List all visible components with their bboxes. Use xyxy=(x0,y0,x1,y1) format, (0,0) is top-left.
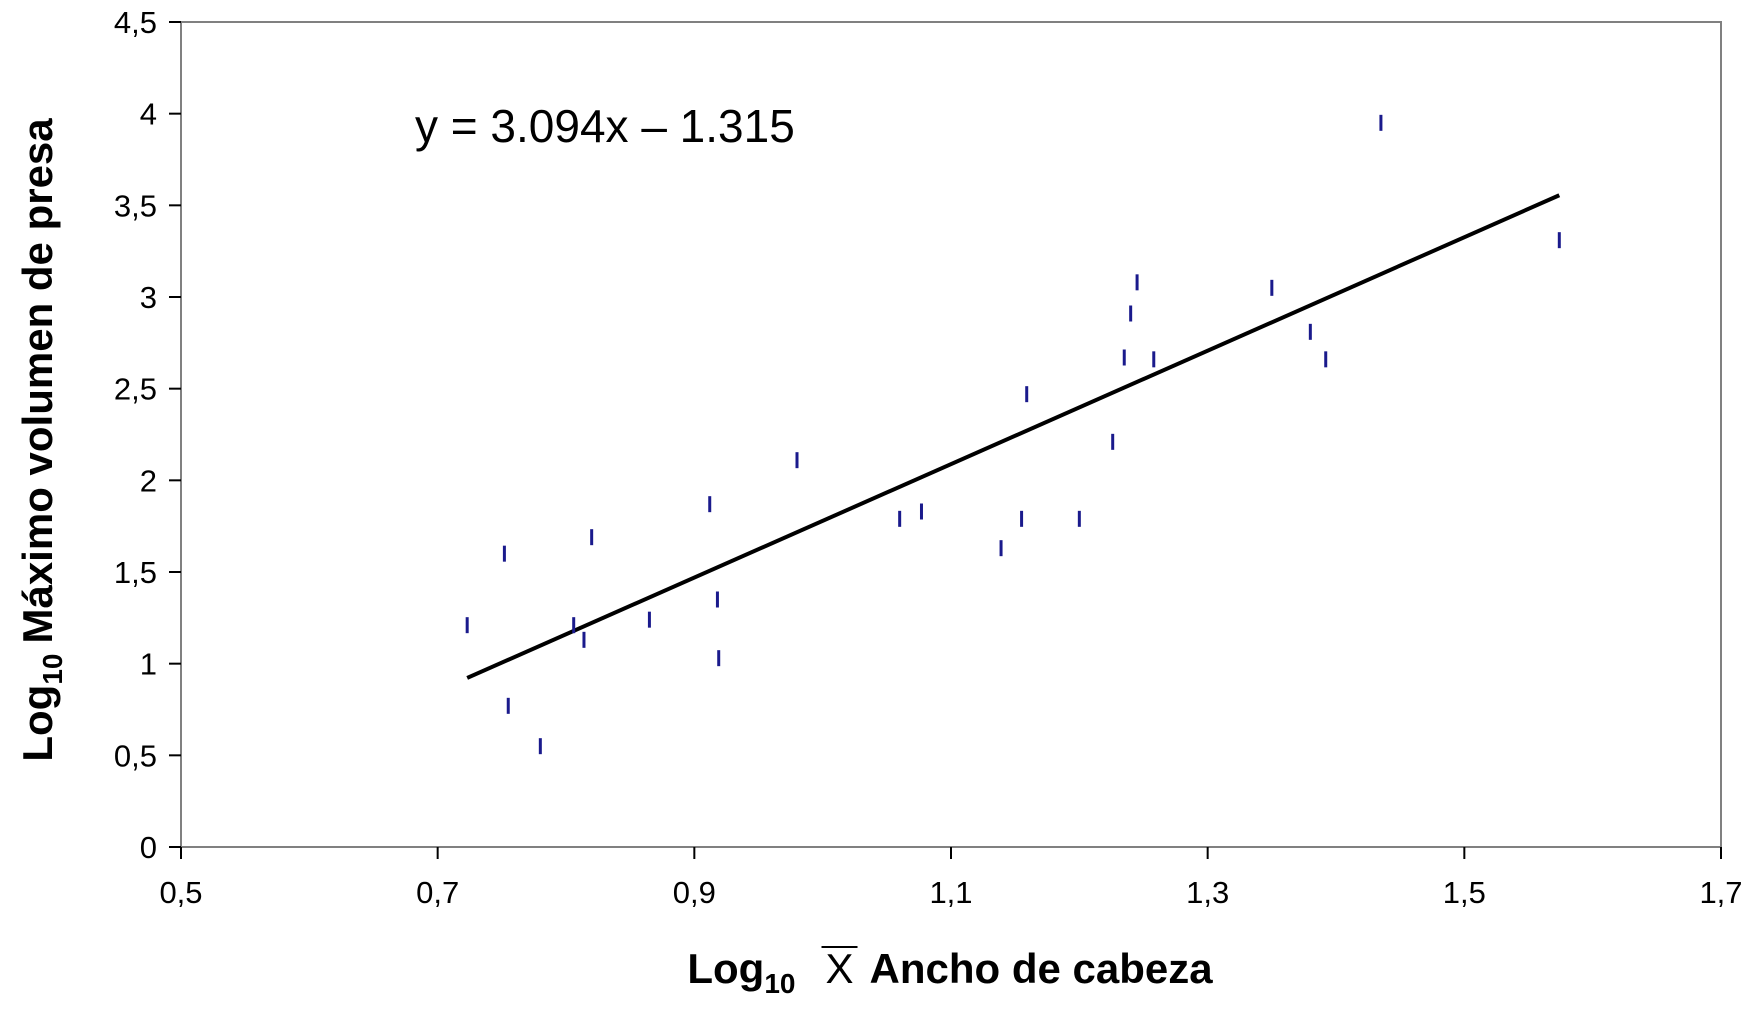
y-tick-label: 3,5 xyxy=(114,188,157,223)
x-axis-title-subscript: 10 xyxy=(764,968,795,999)
data-points xyxy=(465,114,1561,755)
y-tick-label: 2,5 xyxy=(114,372,157,407)
x-tick-label: 1,3 xyxy=(1186,875,1229,910)
y-tick-label: 1 xyxy=(140,647,157,682)
x-axis-title-log: Log xyxy=(687,945,764,992)
x-tick-label: 0,5 xyxy=(159,875,202,910)
y-axis: 0 0,5 1 1,5 2 2,5 3 3,5 4 4,5 xyxy=(114,5,181,865)
y-tick-label: 3 xyxy=(140,280,157,315)
y-tick-label: 2 xyxy=(140,463,157,498)
y-tick-label: 0 xyxy=(140,830,157,865)
y-tick-label: 4 xyxy=(140,97,157,132)
x-tick-label: 1,7 xyxy=(1699,875,1742,910)
x-axis-title: Log10 X Ancho de cabeza xyxy=(687,945,1213,999)
y-tick-label: 1,5 xyxy=(114,555,157,590)
y-tick-label: 0,5 xyxy=(114,738,157,773)
y-axis-title-log: Log xyxy=(14,685,61,762)
y-axis-title: Log10 Máximo volumen de presa xyxy=(14,118,68,762)
x-tick-label: 0,7 xyxy=(416,875,459,910)
x-tick-label: 1,5 xyxy=(1443,875,1486,910)
trendline-equation: y = 3.094x – 1.315 xyxy=(415,100,795,152)
y-axis-title-text: Máximo volumen de presa xyxy=(14,118,61,644)
plot-area xyxy=(180,21,1722,848)
x-axis-title-symbol: X xyxy=(826,945,854,992)
trendline xyxy=(466,193,1561,680)
y-tick-label: 4,5 xyxy=(114,5,157,40)
x-axis-title-text: Ancho de cabeza xyxy=(870,945,1214,992)
x-tick-label: 1,1 xyxy=(929,875,972,910)
x-tick-label: 0,9 xyxy=(673,875,716,910)
y-axis-title-subscript: 10 xyxy=(37,654,68,685)
x-axis: 0,5 0,7 0,9 1,1 1,3 1,5 1,7 xyxy=(159,847,1743,910)
